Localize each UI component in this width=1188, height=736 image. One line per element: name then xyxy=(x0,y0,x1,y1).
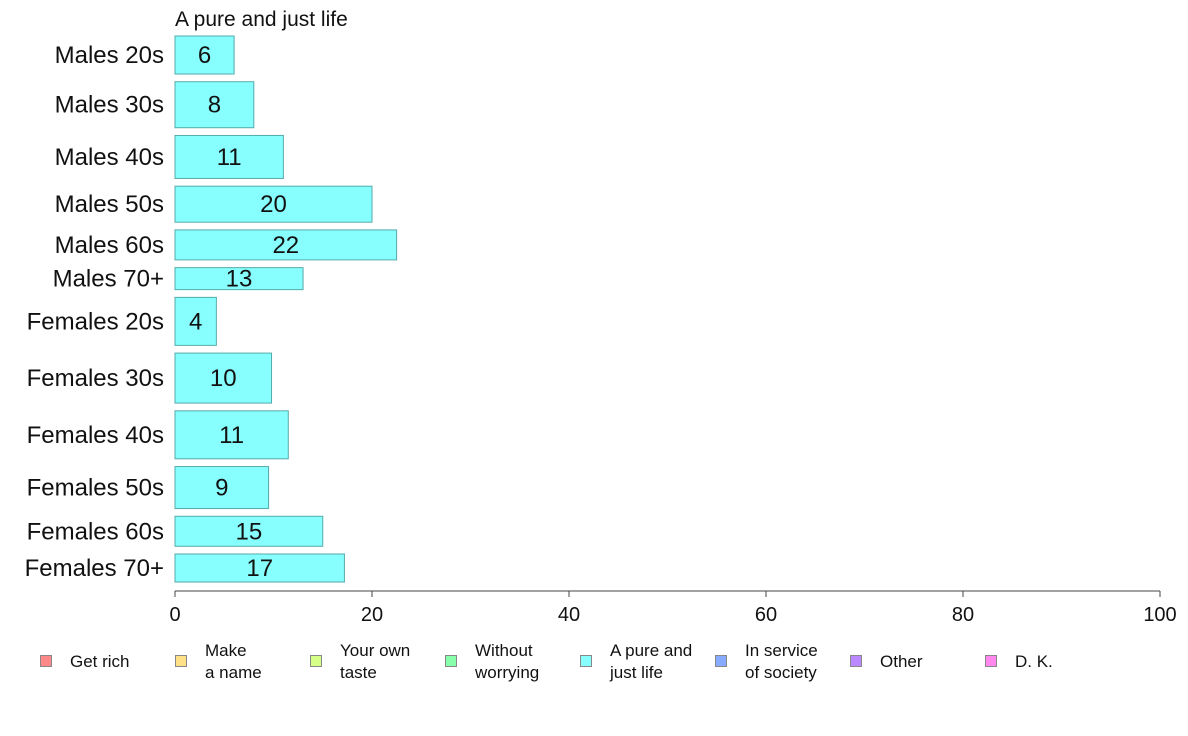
category-label: Males 40s xyxy=(55,144,164,171)
bar xyxy=(174,185,373,223)
category-label: Females 70+ xyxy=(25,555,164,582)
bar xyxy=(174,553,345,583)
x-tick-label: 100 xyxy=(1143,604,1176,626)
category-label: Females 20s xyxy=(27,308,164,335)
bar-value-label: 11 xyxy=(219,422,244,449)
bar-value-label: 9 xyxy=(215,475,228,502)
bar xyxy=(174,229,398,261)
category-label: Males 30s xyxy=(55,92,164,119)
chart-title: A pure and just life xyxy=(175,8,348,31)
category-label: Males 60s xyxy=(55,232,164,259)
bar-value-label: 13 xyxy=(226,266,253,293)
bar-value-label: 8 xyxy=(208,92,221,119)
bar xyxy=(174,81,255,129)
legend-label: Your own taste xyxy=(340,641,411,682)
legend-swatch xyxy=(175,655,187,667)
legend-swatch xyxy=(715,655,727,667)
bar-value-label: 20 xyxy=(260,191,287,218)
bar-value-label: 15 xyxy=(236,518,263,545)
x-tick-label: 80 xyxy=(952,604,974,626)
category-label: Females 30s xyxy=(27,365,164,392)
legend-swatch xyxy=(445,655,457,667)
category-label: Males 20s xyxy=(55,42,164,69)
legend-label: Get rich xyxy=(70,652,130,671)
x-axis: 0 20 40 60 80 100 xyxy=(169,590,1177,626)
bar xyxy=(174,515,324,547)
bar-value-label: 4 xyxy=(189,308,202,335)
category-label: Males 70+ xyxy=(53,266,164,293)
bar xyxy=(174,352,273,404)
bar xyxy=(174,296,217,346)
legend-swatch xyxy=(850,655,862,667)
bar xyxy=(174,35,235,75)
legend-label: Make a name xyxy=(205,641,262,682)
x-tick-label: 40 xyxy=(558,604,580,626)
legend-swatch xyxy=(580,655,592,667)
bar-value-label: 6 xyxy=(198,42,211,69)
bar xyxy=(174,410,289,460)
legend-label: D. K. xyxy=(1015,652,1053,671)
category-label: Females 50s xyxy=(27,475,164,502)
legend-label: In service of society xyxy=(745,641,818,682)
bar-value-label: 22 xyxy=(272,232,299,259)
legend: Get rich Make a name Your own taste Without… xyxy=(0,640,1188,690)
bar-value-label: 10 xyxy=(210,365,237,392)
category-label: Females 40s xyxy=(27,422,164,449)
legend-swatch xyxy=(985,655,997,667)
bar xyxy=(174,267,304,291)
chart: A pure and just life 6 Males 20s 8 Males 30… xyxy=(25,8,1177,626)
legend-label: A pure and just life xyxy=(610,641,693,682)
x-tick-label: 20 xyxy=(361,604,383,626)
bars-group: 6 Males 20s 8 Males 30s 11 Males 40s 20 Males 5… xyxy=(25,35,398,583)
bar-value-label: 17 xyxy=(246,555,273,582)
bar xyxy=(174,134,284,179)
category-label: Males 50s xyxy=(55,191,164,218)
x-tick-label: 0 xyxy=(169,604,180,626)
x-tick-label: 60 xyxy=(755,604,777,626)
bar xyxy=(174,466,270,510)
legend-swatch xyxy=(310,655,322,667)
legend-label: Other xyxy=(880,652,923,671)
category-label: Females 60s xyxy=(27,518,164,545)
legend-label: Without worrying xyxy=(475,641,540,682)
bar-value-label: 11 xyxy=(217,144,242,171)
legend-swatch xyxy=(40,655,52,667)
